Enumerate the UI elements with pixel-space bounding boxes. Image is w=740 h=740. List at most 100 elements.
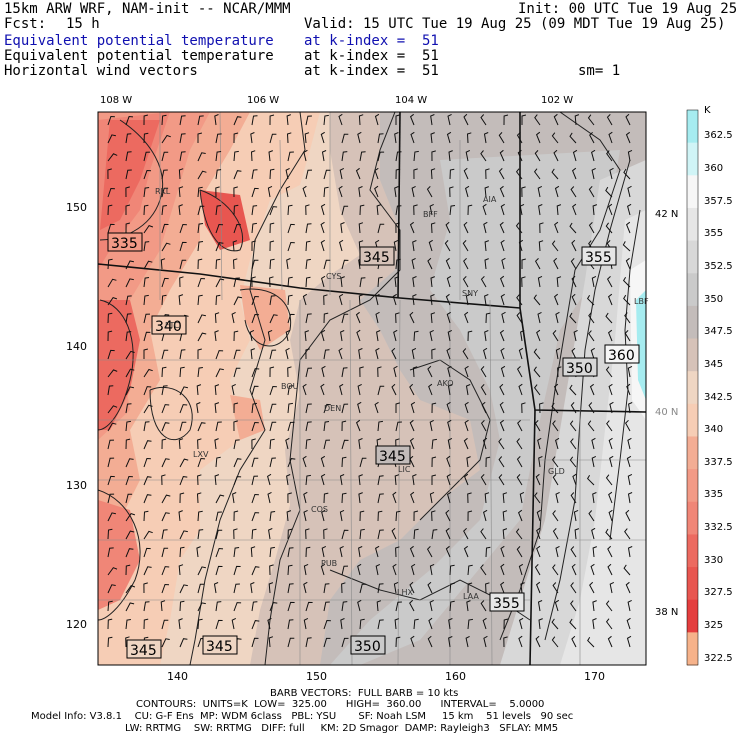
wind-barb	[161, 114, 167, 126]
wind-barb	[231, 311, 236, 324]
wind-barb	[521, 114, 527, 125]
wind-barb	[519, 617, 524, 630]
wind-barb	[161, 294, 167, 306]
wind-barb	[626, 455, 632, 468]
wind-barb	[251, 528, 257, 540]
wind-barb	[587, 114, 595, 126]
wind-barb	[518, 239, 524, 252]
wind-barb	[125, 403, 132, 414]
wind-barb	[303, 581, 308, 594]
wind-barb	[285, 437, 290, 450]
wind-barb	[429, 329, 434, 342]
wind-barb	[374, 401, 379, 414]
wind-barb	[161, 474, 166, 486]
wind-barb	[340, 330, 345, 342]
wind-barb	[215, 169, 222, 180]
wind-barb	[305, 637, 312, 648]
wind-barb	[359, 528, 365, 540]
wind-barb	[269, 457, 276, 468]
wind-barb	[305, 438, 311, 450]
model-info-line-1: Model Info: V3.8.1 CU: G-F Ens MP: WDM 6…	[31, 711, 574, 722]
y-tick-130: 130	[66, 479, 87, 492]
wind-barb	[107, 405, 118, 414]
wind-barb	[179, 421, 187, 432]
wind-barb	[251, 385, 259, 396]
wind-barb	[251, 295, 259, 306]
wind-barb	[552, 420, 559, 432]
wind-barb	[250, 132, 255, 144]
wind-barb	[161, 547, 169, 558]
wind-barb	[480, 276, 487, 288]
wind-barb	[446, 131, 452, 144]
station-lhx: LHX	[397, 588, 413, 597]
wind-barb	[551, 168, 559, 180]
wind-barb	[515, 528, 523, 540]
wind-barb	[606, 420, 613, 432]
wind-barb	[552, 474, 559, 486]
colorbar-swatch	[687, 240, 698, 274]
wind-barb	[462, 276, 469, 288]
wind-barb	[143, 277, 150, 288]
lat-label-40n: 40 N	[655, 407, 679, 418]
wind-barb	[338, 347, 343, 360]
wind-barb	[391, 383, 397, 396]
wind-barb	[323, 528, 328, 540]
wind-barb	[286, 258, 291, 270]
lat-label-42n: 42 N	[655, 209, 679, 220]
wind-barb	[392, 293, 397, 306]
wind-barb	[431, 510, 436, 522]
wind-barb	[250, 546, 256, 558]
wind-barb	[449, 186, 454, 198]
wind-barb	[627, 149, 633, 162]
wind-barb	[427, 257, 433, 270]
wind-barb	[267, 491, 272, 504]
wind-barb	[608, 131, 613, 144]
wind-barb	[358, 114, 364, 126]
wind-barb	[339, 474, 345, 486]
wind-barb	[446, 455, 451, 468]
wind-barb	[483, 132, 489, 144]
wind-barb	[483, 221, 488, 234]
wind-barb	[498, 438, 505, 450]
wind-barb	[520, 582, 525, 594]
wind-barb	[427, 581, 433, 594]
contour-info: CONTOURS: UNITS=K LOW= 325.00 HIGH= 360.…	[136, 699, 545, 710]
wind-barb	[214, 384, 220, 396]
wind-barb	[356, 329, 361, 342]
wind-barb	[517, 419, 523, 432]
field-name-3: Horizontal wind vectors	[4, 63, 198, 79]
wind-barb	[340, 222, 345, 234]
svg-text:345: 345	[379, 449, 406, 465]
wind-barb	[627, 492, 633, 504]
wind-barb	[535, 581, 541, 594]
lon-label-104w: 104 W	[395, 95, 428, 106]
wind-barb	[161, 438, 167, 450]
wind-barb	[533, 348, 541, 360]
wind-barb	[500, 581, 505, 594]
wind-barb	[501, 257, 506, 270]
wind-barb	[430, 168, 436, 180]
wind-barb	[323, 601, 330, 612]
wind-barb	[503, 618, 509, 630]
wind-barb	[179, 530, 188, 540]
wind-barb	[179, 386, 189, 396]
wind-barb	[449, 582, 455, 594]
wind-barb	[574, 114, 580, 126]
wind-barb	[269, 385, 277, 396]
wind-barb	[413, 528, 419, 540]
wind-barb	[482, 617, 487, 630]
wind-barb	[233, 150, 239, 162]
wind-barb	[447, 437, 453, 450]
wind-barb	[444, 240, 451, 252]
wind-barb	[552, 564, 559, 576]
wind-barb	[569, 384, 577, 396]
station-laa: LAA	[463, 592, 479, 601]
wind-barb	[377, 529, 384, 540]
wind-barb	[323, 583, 330, 594]
wind-barb	[287, 402, 293, 414]
wind-barb	[587, 636, 595, 648]
wind-barb	[251, 402, 257, 414]
wind-barb	[161, 529, 168, 540]
wind-barb	[251, 222, 257, 234]
wind-barb	[375, 347, 380, 360]
